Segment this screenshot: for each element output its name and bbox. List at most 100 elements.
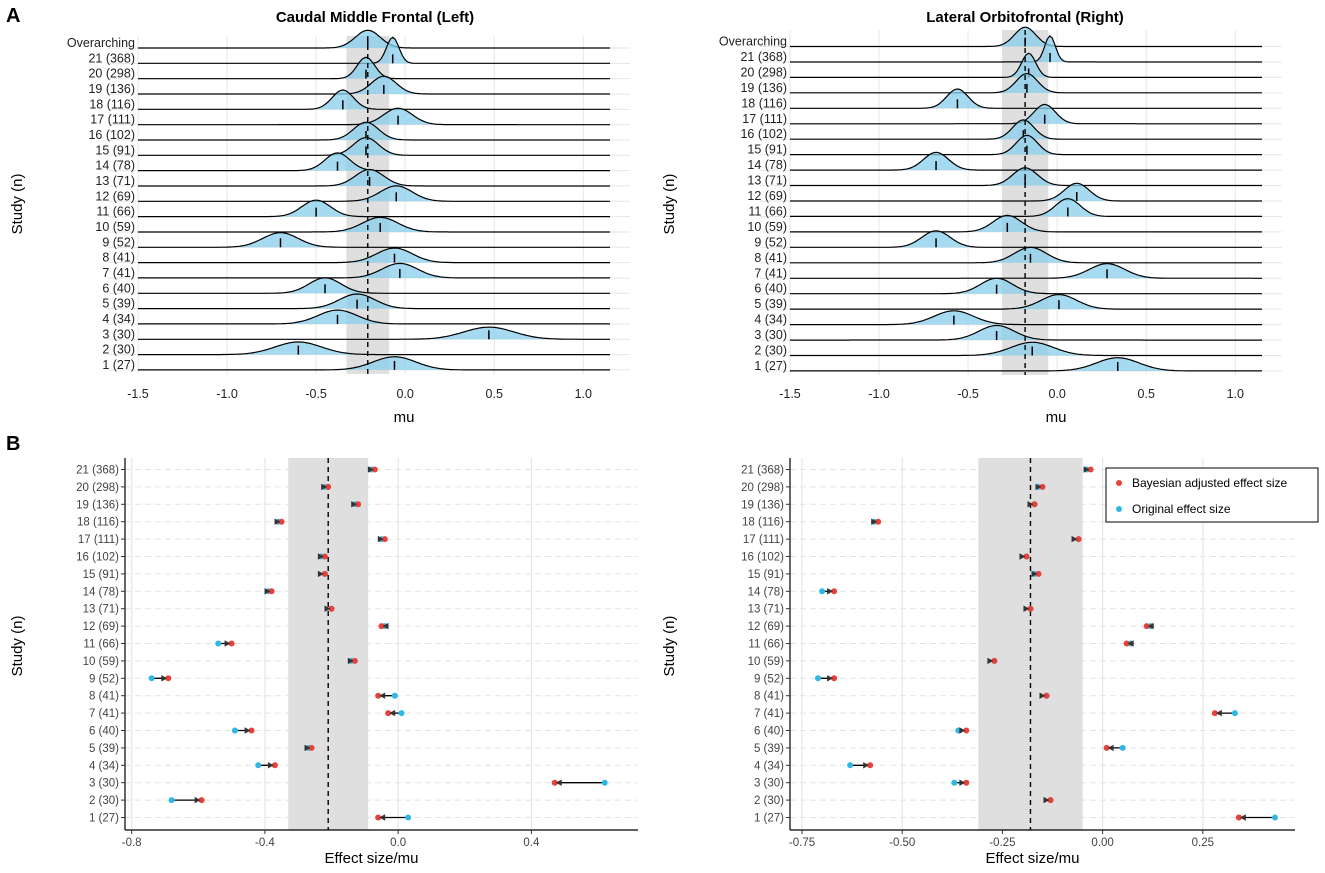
dumbbell-arrowhead xyxy=(161,675,168,682)
dumbbell-arrowhead xyxy=(317,570,324,578)
dumbbell-arrowhead xyxy=(194,796,201,804)
x-tick-label: -1.5 xyxy=(779,387,801,401)
ridge-fill xyxy=(138,217,610,232)
y-tick-label: 20 (298) xyxy=(76,482,119,494)
ridge-line xyxy=(790,293,1262,310)
bayes-point xyxy=(1023,553,1030,560)
ridge-line xyxy=(138,168,610,187)
ridge-line xyxy=(138,36,610,64)
y-tick-label: 2 (30) xyxy=(754,344,787,358)
ridge-fill xyxy=(138,122,610,140)
y-tick-label: 8 (41) xyxy=(89,691,119,703)
y-tick-label: 8 (41) xyxy=(754,691,784,703)
y-tick-label: 20 (298) xyxy=(741,482,784,494)
original-point xyxy=(168,797,175,804)
y-tick-label: 17 (111) xyxy=(743,534,784,546)
y-tick-label: 4 (34) xyxy=(89,760,119,772)
y-tick-label: 8 (41) xyxy=(754,251,787,265)
ridge-fill xyxy=(138,76,610,94)
y-tick-label: 10 (59) xyxy=(748,656,785,668)
original-point xyxy=(215,640,222,647)
x-axis-title: Effect size/mu xyxy=(325,850,419,867)
panel-label-a: A xyxy=(6,5,20,27)
y-tick-label: 9 (52) xyxy=(754,235,787,249)
y-tick-label: 14 (78) xyxy=(83,586,120,598)
x-tick-label: 0.5 xyxy=(1138,387,1155,401)
x-tick-label: -0.50 xyxy=(889,837,915,849)
y-tick-label: 16 (102) xyxy=(88,128,135,142)
y-tick-label: 13 (71) xyxy=(748,604,785,616)
original-point xyxy=(951,779,958,786)
y-tick-label: 11 (66) xyxy=(748,204,787,218)
ridge-fill xyxy=(138,232,610,248)
y-tick-label: 19 (136) xyxy=(88,82,135,96)
chart-title: Caudal Middle Frontal (Left) xyxy=(276,9,474,26)
dumbbell-arrowhead xyxy=(379,692,386,699)
ridge-line xyxy=(138,185,610,202)
ridge-line xyxy=(138,89,610,110)
bayes-point xyxy=(1043,692,1050,699)
legend-bayes-label: Bayesian adjusted effect size xyxy=(1132,476,1288,490)
ridge-line xyxy=(138,247,610,264)
bayes-point xyxy=(228,640,235,647)
x-tick-label: -0.4 xyxy=(255,837,275,849)
dumbbell-arrowhead xyxy=(1215,709,1222,717)
y-tick-label: 10 (59) xyxy=(747,220,787,234)
y-tick-label: 17 (111) xyxy=(78,534,119,546)
bayes-point xyxy=(963,779,970,786)
original-point xyxy=(1231,710,1238,717)
ridge-line xyxy=(790,246,1262,264)
y-tick-label: 12 (69) xyxy=(95,189,135,203)
bayes-point xyxy=(1039,483,1046,490)
ridge-line xyxy=(790,26,1262,48)
ridge-line xyxy=(138,309,610,325)
dumbbell-arrowhead xyxy=(324,605,331,612)
y-axis-title: Study (n) xyxy=(9,616,26,677)
ridge-line xyxy=(138,232,610,248)
y-tick-label: Overarching xyxy=(67,36,135,50)
y-tick-label: 9 (52) xyxy=(102,235,135,249)
ridge-fill xyxy=(790,53,1262,78)
dumbbell-arrowhead xyxy=(304,744,311,752)
original-point xyxy=(847,762,854,769)
y-tick-label: 19 (136) xyxy=(740,81,787,95)
dumbbell-arrowhead xyxy=(863,762,870,769)
y-tick-label: 10 (59) xyxy=(83,656,120,668)
y-tick-label: 9 (52) xyxy=(754,673,784,685)
ridge-line xyxy=(138,199,610,218)
x-tick-label: -0.75 xyxy=(789,837,815,849)
ridge-line xyxy=(138,341,610,356)
ridge-fill xyxy=(138,30,610,48)
dumbbell-arrowhead xyxy=(1083,466,1090,473)
ridge-line xyxy=(790,52,1262,78)
y-tick-label: 4 (34) xyxy=(754,760,784,772)
x-tick-label: -0.5 xyxy=(957,387,979,401)
ridge-fill xyxy=(790,135,1262,155)
original-point xyxy=(391,692,398,699)
x-axis-title: Effect size/mu xyxy=(986,850,1080,867)
bayes-point xyxy=(1075,536,1082,543)
dumbbell-arrowhead xyxy=(1043,796,1050,804)
x-tick-label: -0.5 xyxy=(305,387,327,401)
ridge-line xyxy=(138,121,610,141)
ridge-line xyxy=(138,136,610,156)
ridge-line xyxy=(138,216,610,233)
bayes-point xyxy=(385,710,392,717)
bayes-point xyxy=(1143,623,1150,630)
y-tick-label: Overarching xyxy=(719,35,787,49)
dumbbell-arrowhead xyxy=(871,518,878,525)
ridge-line xyxy=(138,326,610,340)
dumbbell-arrowhead xyxy=(827,675,834,682)
ridge-fill xyxy=(790,215,1262,232)
ridge-fill xyxy=(138,169,610,186)
ridge-fill xyxy=(138,185,610,202)
x-tick-label: -0.25 xyxy=(989,837,1015,849)
dumbbell-chart-left: 21 (368) 20 (298) 19 (136) 18 (116) 17 (111)… xyxy=(9,458,638,867)
original-point xyxy=(601,779,608,786)
original-point xyxy=(405,814,412,821)
y-tick-label: 11 (66) xyxy=(83,639,119,651)
ridge-chart-left: Caudal Middle Frontal (Left)Overarching2… xyxy=(9,9,630,426)
y-tick-label: 20 (298) xyxy=(740,65,787,79)
bayes-point xyxy=(351,657,358,664)
bayes-point xyxy=(1211,710,1218,717)
